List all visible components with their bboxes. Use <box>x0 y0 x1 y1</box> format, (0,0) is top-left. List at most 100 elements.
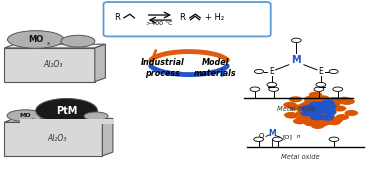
Circle shape <box>330 117 343 123</box>
Text: PtM: PtM <box>56 106 77 116</box>
Circle shape <box>320 100 334 106</box>
Circle shape <box>305 96 318 102</box>
Circle shape <box>317 120 331 126</box>
Circle shape <box>302 107 316 113</box>
Circle shape <box>304 96 318 102</box>
Circle shape <box>328 97 341 103</box>
Circle shape <box>284 112 297 118</box>
Polygon shape <box>20 119 114 124</box>
Circle shape <box>301 110 314 116</box>
Text: R: R <box>179 13 185 22</box>
Circle shape <box>285 113 299 119</box>
Circle shape <box>250 87 260 91</box>
Text: E: E <box>270 67 274 76</box>
Polygon shape <box>5 48 95 82</box>
Text: E: E <box>318 67 323 76</box>
Circle shape <box>288 105 302 110</box>
Circle shape <box>301 105 314 111</box>
Circle shape <box>298 105 311 111</box>
Text: Metal oxide: Metal oxide <box>277 106 316 112</box>
Circle shape <box>320 103 334 109</box>
Circle shape <box>304 120 318 126</box>
Circle shape <box>321 115 334 121</box>
Text: O: O <box>258 133 263 139</box>
Circle shape <box>314 121 328 127</box>
Circle shape <box>293 118 307 124</box>
Polygon shape <box>95 44 105 82</box>
Circle shape <box>324 107 338 113</box>
Circle shape <box>298 106 311 112</box>
Text: + H₂: + H₂ <box>205 13 224 22</box>
Circle shape <box>311 123 325 129</box>
Text: Industrial
process: Industrial process <box>141 58 184 78</box>
Circle shape <box>304 100 317 106</box>
Text: M: M <box>268 129 276 138</box>
Circle shape <box>314 87 324 91</box>
Circle shape <box>283 102 297 108</box>
Circle shape <box>313 114 327 120</box>
Text: n: n <box>296 134 300 139</box>
Circle shape <box>302 106 315 112</box>
Circle shape <box>308 107 322 113</box>
Ellipse shape <box>61 35 95 47</box>
Polygon shape <box>5 44 105 48</box>
Circle shape <box>307 113 320 119</box>
Circle shape <box>333 105 346 112</box>
Circle shape <box>296 105 310 111</box>
Text: x: x <box>32 117 34 121</box>
Polygon shape <box>102 118 113 156</box>
Circle shape <box>315 103 329 109</box>
Circle shape <box>308 117 322 123</box>
Circle shape <box>299 102 313 108</box>
Circle shape <box>310 101 323 107</box>
Circle shape <box>291 38 301 42</box>
Circle shape <box>267 82 277 87</box>
Circle shape <box>296 110 310 116</box>
Circle shape <box>315 114 328 120</box>
Circle shape <box>317 98 330 105</box>
Circle shape <box>323 103 336 109</box>
Circle shape <box>329 137 339 141</box>
Circle shape <box>322 108 335 114</box>
Circle shape <box>311 106 324 112</box>
Circle shape <box>310 114 324 120</box>
Circle shape <box>322 113 335 119</box>
Circle shape <box>315 117 329 123</box>
Circle shape <box>269 87 279 91</box>
Circle shape <box>301 116 315 122</box>
Polygon shape <box>5 122 102 156</box>
Circle shape <box>327 119 341 125</box>
Circle shape <box>313 116 327 122</box>
Circle shape <box>294 104 307 110</box>
Text: >400 °C: >400 °C <box>146 21 173 27</box>
Circle shape <box>322 106 336 112</box>
Circle shape <box>316 95 330 101</box>
Circle shape <box>333 87 343 91</box>
Circle shape <box>307 115 320 121</box>
Circle shape <box>316 82 326 87</box>
Circle shape <box>321 100 335 106</box>
Text: [O]: [O] <box>282 135 292 140</box>
Text: MO: MO <box>28 35 43 44</box>
Circle shape <box>322 104 335 110</box>
Circle shape <box>302 109 315 115</box>
Text: R: R <box>114 13 119 22</box>
Circle shape <box>309 92 322 98</box>
Circle shape <box>254 137 263 141</box>
Circle shape <box>289 96 302 102</box>
Circle shape <box>319 103 333 109</box>
Circle shape <box>341 98 355 105</box>
Circle shape <box>339 99 353 105</box>
Circle shape <box>312 107 325 113</box>
Text: Al₂O₃: Al₂O₃ <box>48 134 67 143</box>
Circle shape <box>323 109 337 115</box>
Text: MO: MO <box>19 113 31 118</box>
Ellipse shape <box>84 112 108 120</box>
Circle shape <box>273 137 282 141</box>
Ellipse shape <box>36 98 98 123</box>
Text: x: x <box>46 41 50 46</box>
Circle shape <box>308 102 322 108</box>
Circle shape <box>302 115 315 121</box>
Circle shape <box>324 99 338 105</box>
Circle shape <box>329 70 338 74</box>
